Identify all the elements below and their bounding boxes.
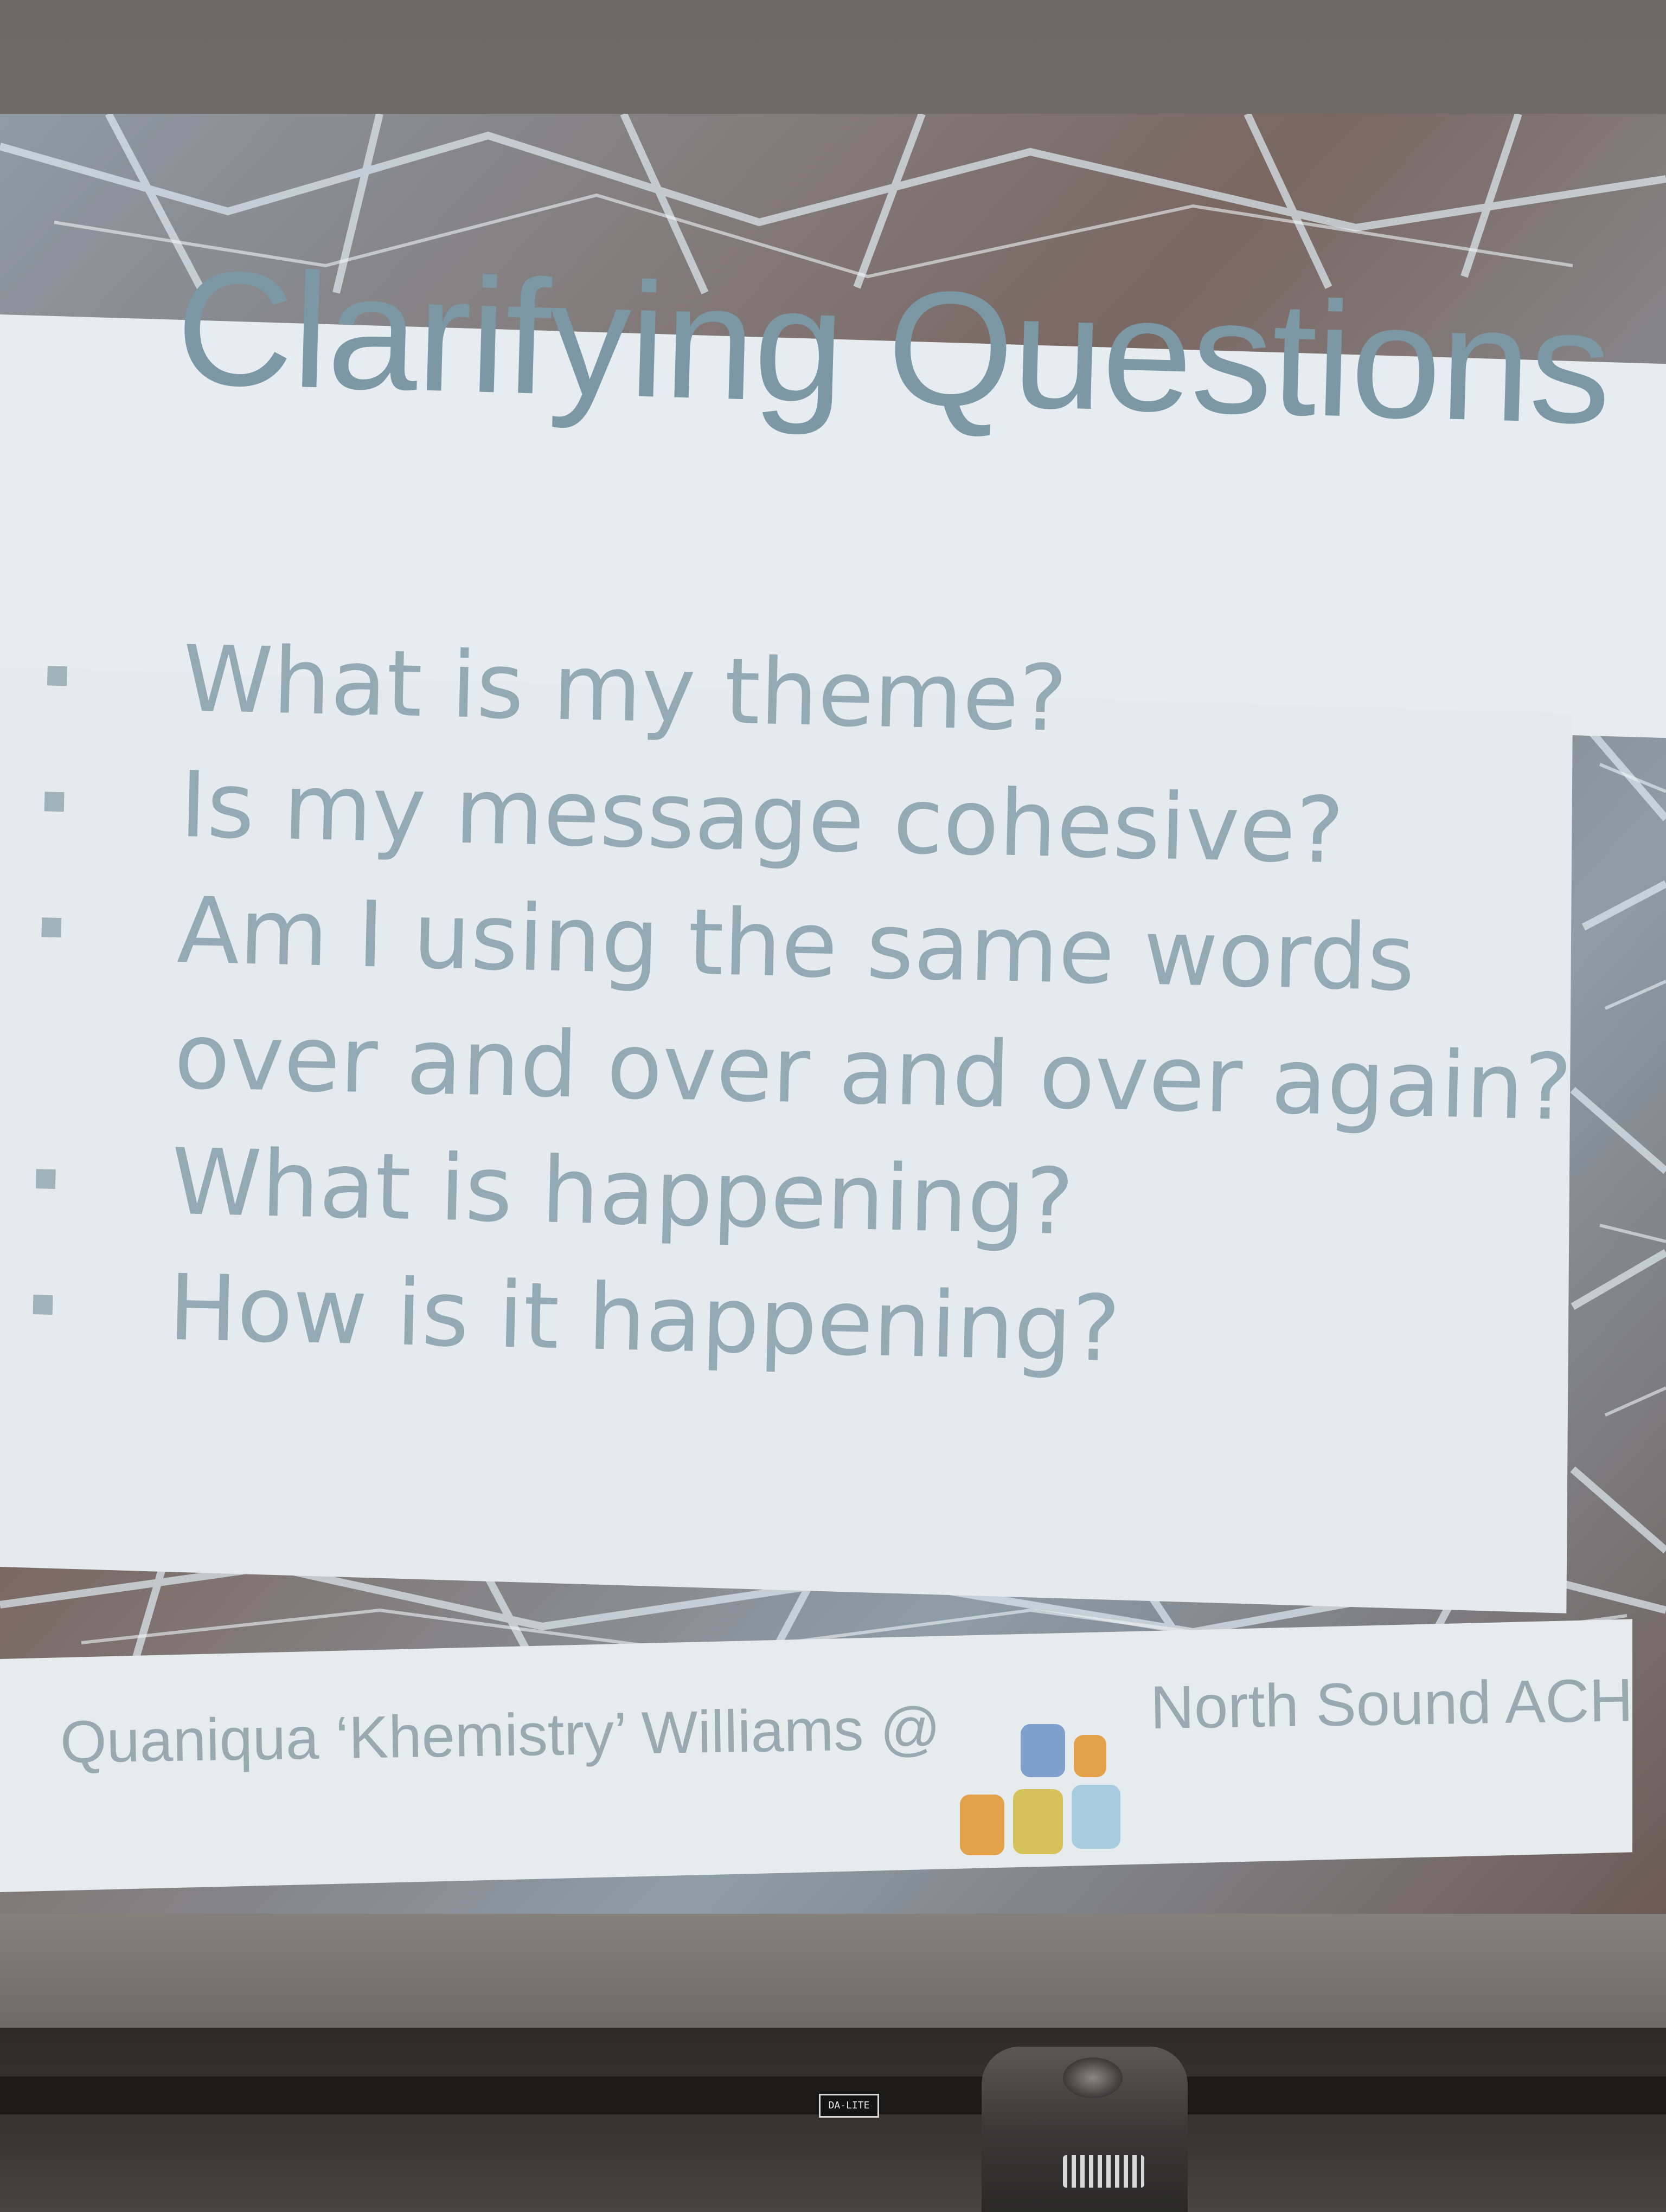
projector-vent <box>1063 2155 1144 2188</box>
screen-brand-tag: DA-LITE <box>819 2094 879 2118</box>
projection-screen <box>0 0 1666 2028</box>
bullet-marker <box>44 792 65 812</box>
bullet-text: over and over and over again? <box>173 1002 1573 1141</box>
bullet-text: Am I using the same words <box>176 877 1417 1012</box>
north-sound-ach-logo-icon <box>960 1724 1123 1865</box>
room-floor <box>0 2028 1666 2212</box>
slide-title: Clarifying Questions <box>174 235 1613 458</box>
presentation-slide <box>0 114 1666 1919</box>
footer-author: Quaniqua ‘Khemistry’ Williams @ <box>60 1695 941 1776</box>
bullet-text: How is it happening? <box>167 1254 1122 1382</box>
projector-lens-icon <box>1063 2057 1123 2098</box>
bullet-text: What is my theme? <box>182 626 1068 753</box>
projector <box>982 2047 1188 2212</box>
bullet-marker <box>41 917 62 938</box>
bullet-list: What is my theme? Is my message cohesive… <box>21 613 1573 1400</box>
bullet-text: Is my message cohesive? <box>178 751 1345 884</box>
bullet-marker <box>35 1169 56 1189</box>
footer-organization: North Sound ACH <box>1150 1666 1634 1741</box>
screen-bottom-border <box>0 1914 1666 2028</box>
bullet-text: What is happening? <box>170 1128 1075 1256</box>
bullet-marker <box>33 1295 53 1315</box>
bullet-marker <box>47 666 67 686</box>
